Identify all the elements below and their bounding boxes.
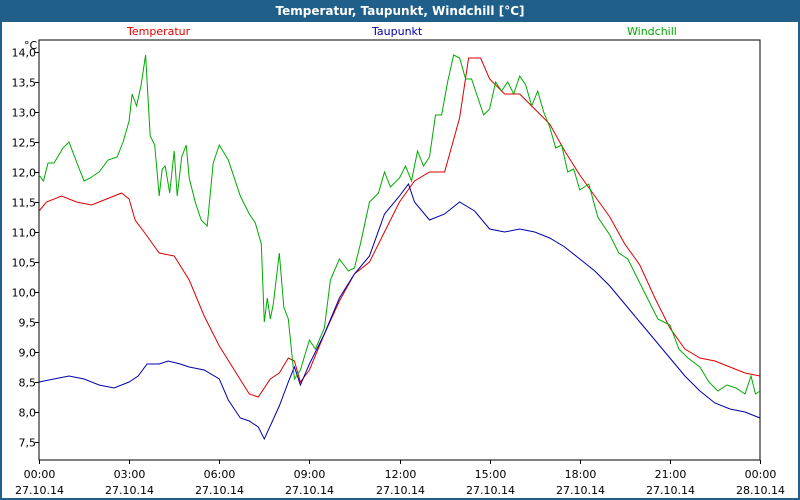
y-tick-label: 10,5	[12, 257, 37, 270]
x-tick-date: 27.10.14	[556, 484, 605, 497]
y-tick-label: 8,0	[19, 407, 37, 420]
y-axis-label: °C	[24, 39, 38, 52]
x-tick-date: 27.10.14	[15, 484, 64, 497]
legend-temperatur: Temperatur	[126, 25, 191, 38]
y-tick-label: 13,5	[12, 77, 37, 90]
x-tick-time: 18:00	[565, 468, 597, 481]
series-line-taupunkt	[38, 182, 761, 441]
x-tick-date: 28.10.14	[736, 484, 785, 497]
legend-windchill: Windchill	[627, 25, 677, 38]
chart-title: Temperatur, Taupunkt, Windchill [°C]	[0, 0, 800, 22]
y-axis-ticks: 7,5 8,0 8,5 9,0 9,5 10,0 10,5 11,0 11,5 12,0 12,5 1…	[12, 39, 38, 450]
series-lines	[38, 54, 761, 441]
legend-taupunkt: Taupunkt	[371, 25, 423, 38]
x-tick-time: 12:00	[385, 468, 417, 481]
x-tick-time: 03:00	[114, 468, 146, 481]
x-tick-time: 21:00	[655, 468, 687, 481]
x-tick-date: 27.10.14	[195, 484, 244, 497]
x-tick-date: 27.10.14	[466, 484, 515, 497]
axes	[35, 39, 761, 464]
y-tick-label: 10,0	[12, 287, 37, 300]
y-tick-label: 12,0	[12, 167, 37, 180]
y-tick-label: 12,5	[12, 137, 37, 150]
legend: Temperatur Taupunkt Windchill	[126, 25, 677, 38]
y-tick-label: 7,5	[19, 437, 37, 450]
x-tick-date: 27.10.14	[105, 484, 154, 497]
x-tick-date: 27.10.14	[646, 484, 695, 497]
series-line-temperatur	[38, 57, 761, 398]
chart-panel: 7,5 8,0 8,5 9,0 9,5 10,0 10,5 11,0 11,5 12,0 12,5 1…	[2, 22, 798, 498]
y-tick-label: 11,0	[12, 227, 37, 240]
line-chart: 7,5 8,0 8,5 9,0 9,5 10,0 10,5 11,0 11,5 12,0 12,5 1…	[12, 25, 785, 497]
series-line-windchill	[38, 54, 761, 395]
x-axis-ticks: 00:00 27.10.14 03:00 27.10.14 06:00 27.10.14 0…	[15, 468, 785, 497]
y-tick-label: 13,0	[12, 107, 37, 120]
plot-frame	[38, 39, 761, 461]
y-tick-label: 11,5	[12, 197, 37, 210]
y-tick-label: 9,0	[19, 347, 37, 360]
x-tick-date: 27.10.14	[376, 484, 425, 497]
x-tick-date: 27.10.14	[285, 484, 334, 497]
x-tick-time: 00:00	[745, 468, 777, 481]
x-tick-time: 00:00	[24, 468, 56, 481]
y-tick-label: 8,5	[19, 377, 37, 390]
y-tick-label: 14,0	[12, 47, 37, 60]
x-tick-time: 15:00	[475, 468, 507, 481]
x-tick-time: 09:00	[294, 468, 326, 481]
x-tick-time: 06:00	[204, 468, 236, 481]
y-tick-label: 9,5	[19, 317, 37, 330]
